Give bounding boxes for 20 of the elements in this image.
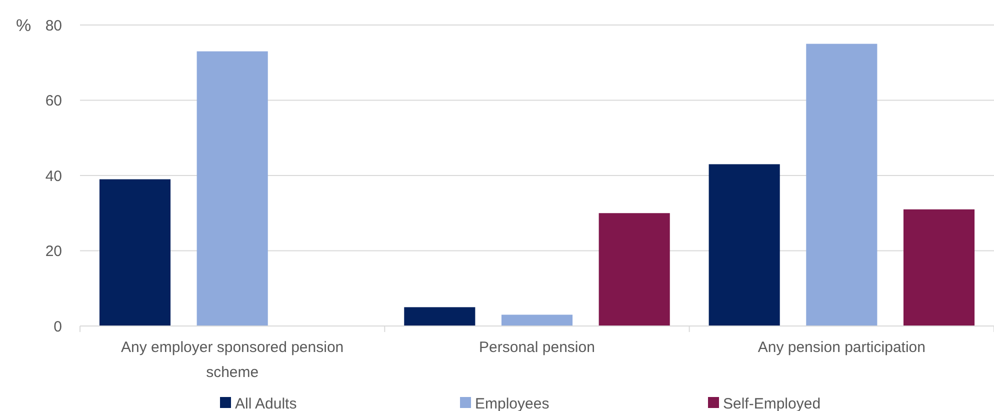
legend-label: All Adults bbox=[235, 395, 297, 411]
y-axis-title: % bbox=[16, 16, 32, 35]
y-tick-label: 0 bbox=[54, 318, 62, 336]
y-tick-label: 20 bbox=[45, 243, 62, 260]
bar bbox=[806, 44, 878, 326]
y-tick-label: 80 bbox=[45, 17, 62, 34]
x-tick-label: Any pension participation bbox=[758, 339, 926, 356]
bar bbox=[598, 213, 670, 326]
x-tick-label: Any employer sponsored pension scheme bbox=[121, 339, 344, 381]
y-tick-label: 40 bbox=[45, 168, 62, 185]
bar bbox=[708, 164, 780, 326]
legend-label: Employees bbox=[475, 395, 550, 411]
bar bbox=[903, 209, 975, 326]
bar bbox=[501, 314, 573, 326]
bar bbox=[404, 307, 476, 326]
legend-label: Self-Employed bbox=[723, 395, 821, 411]
bar bbox=[99, 179, 171, 326]
y-tick-label: 60 bbox=[45, 92, 62, 110]
bar bbox=[196, 51, 268, 326]
x-tick-label: Personal pension bbox=[479, 339, 595, 356]
